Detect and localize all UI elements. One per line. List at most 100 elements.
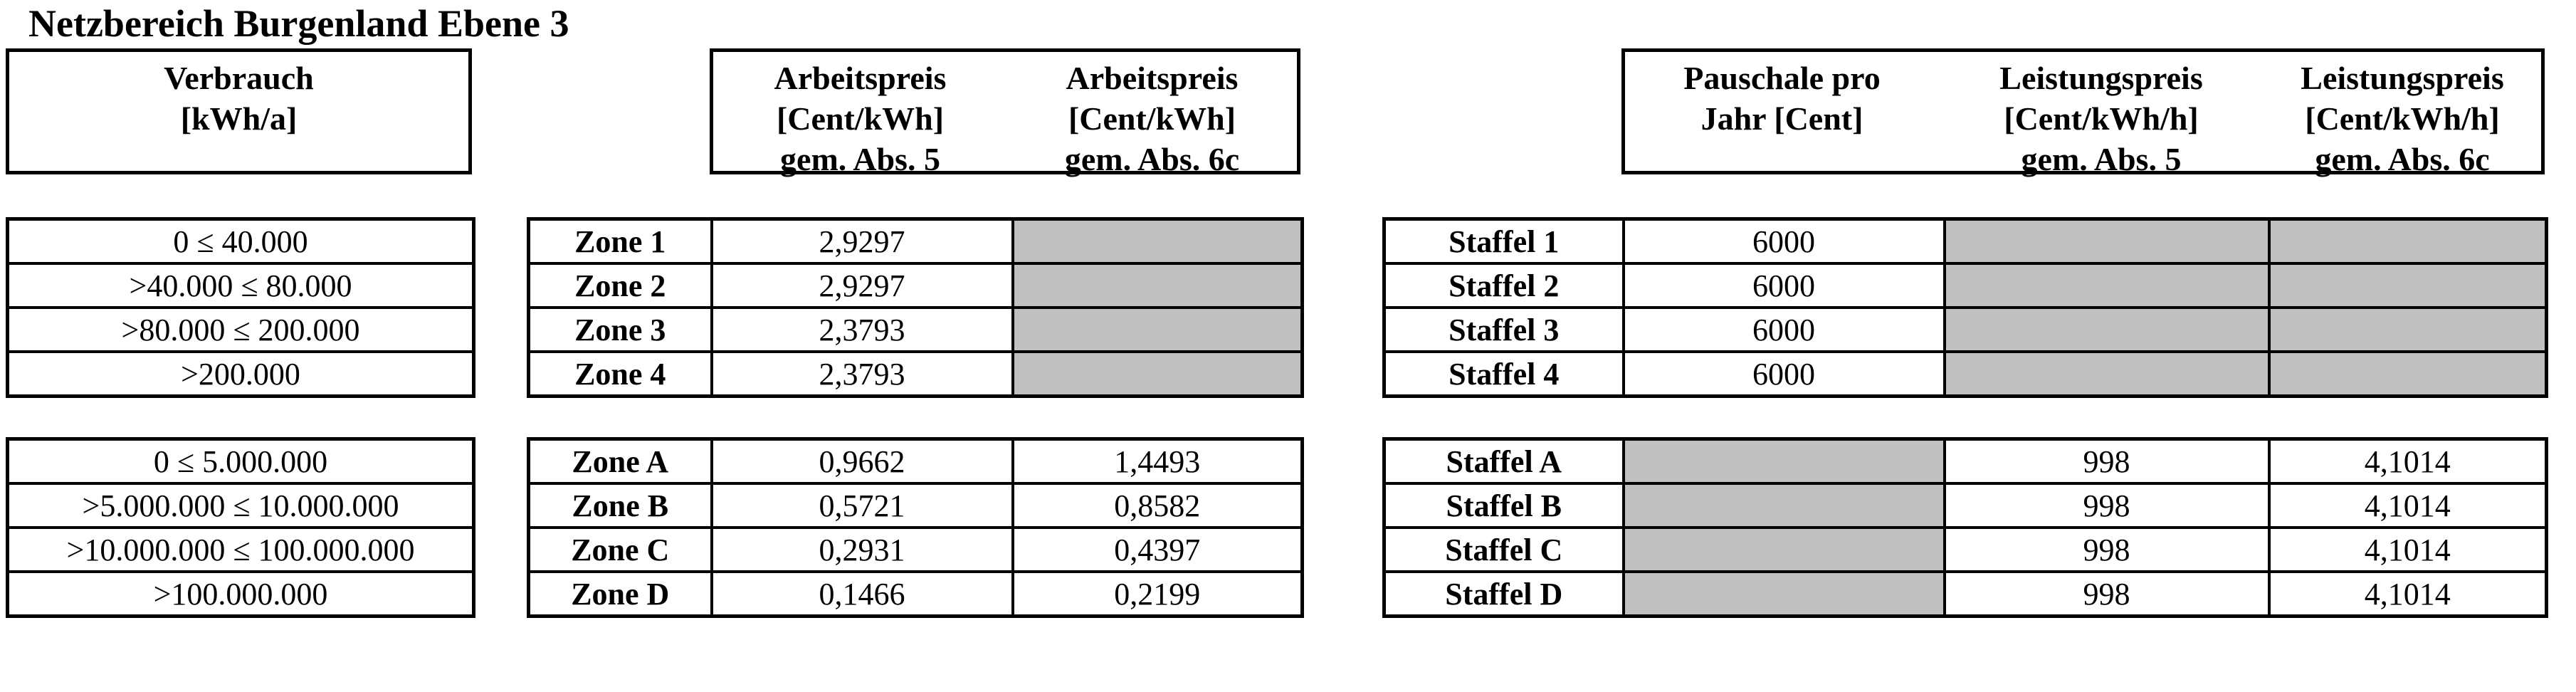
header-leistungspreis-abs5-line1: Leistungspreis <box>1999 60 2203 96</box>
table-row: Staffel D 998 4,1014 <box>1382 570 2548 618</box>
arbeitspreis-abs6c-value-disabled <box>1011 306 1304 353</box>
table-row: >40.000 ≤ 80.000 <box>6 262 475 309</box>
page-title: Netzbereich Burgenland Ebene 3 <box>28 2 569 45</box>
arbeitspreis-abs6c-value: 0,8582 <box>1011 482 1304 529</box>
zone-label: Zone D <box>527 570 713 618</box>
staffel-label: Staffel C <box>1382 526 1625 573</box>
table-row: 0 ≤ 40.000 <box>6 217 475 265</box>
pauschale-value-disabled <box>1621 526 1946 573</box>
verbrauch-range-cell: >10.000.000 ≤ 100.000.000 <box>6 526 475 573</box>
zone-label: Zone 2 <box>527 262 713 309</box>
arbeitspreis-abs5-value: 0,2931 <box>710 526 1014 573</box>
header-leistungspreis-abs6c-line2: [Cent/kWh/h] <box>2305 100 2500 137</box>
table-row: Zone 3 2,3793 <box>527 306 1304 353</box>
arbeitspreis-abs5-value: 2,3793 <box>710 350 1014 398</box>
table-row: >100.000.000 <box>6 570 475 618</box>
arbeitspreis-abs6c-value: 0,2199 <box>1011 570 1304 618</box>
zone-label: Zone C <box>527 526 713 573</box>
verbrauch-range-cell: >80.000 ≤ 200.000 <box>6 306 475 353</box>
table-row: Zone D 0,1466 0,2199 <box>527 570 1304 618</box>
table-row: >200.000 <box>6 350 475 398</box>
table-row: Staffel 4 6000 <box>1382 350 2548 398</box>
header-pauschale-line2: Jahr [Cent] <box>1700 100 1863 137</box>
table-row: >5.000.000 ≤ 10.000.000 <box>6 482 475 529</box>
header-arbeitspreis-abs6c: Arbeitspreis [Cent/kWh] gem. Abs. 6c <box>1007 52 1297 177</box>
zone-table-group2: Zone A 0,9662 1,4493 Zone B 0,5721 0,858… <box>527 437 1304 618</box>
header-arbeitspreis-abs5-line2: [Cent/kWh] <box>776 100 945 137</box>
table-row: Zone 2 2,9297 <box>527 262 1304 309</box>
leistungspreis-abs6c-value-disabled <box>2267 306 2548 353</box>
zone-label: Zone 1 <box>527 217 713 265</box>
header-arbeitspreis-abs6c-line2: [Cent/kWh] <box>1068 100 1236 137</box>
zone-label: Zone 4 <box>527 350 713 398</box>
zone-table-group1: Zone 1 2,9297 Zone 2 2,9297 Zone 3 2,379… <box>527 217 1304 398</box>
header-leistungspreis-abs5: Leistungspreis [Cent/kWh/h] gem. Abs. 5 <box>1939 52 2264 177</box>
verbrauch-table-group1: 0 ≤ 40.000 >40.000 ≤ 80.000 >80.000 ≤ 20… <box>6 217 475 398</box>
leistungspreis-abs6c-value: 4,1014 <box>2267 526 2548 573</box>
arbeitspreis-abs6c-value-disabled <box>1011 262 1304 309</box>
header-verbrauch-line1: Verbrauch <box>164 60 314 96</box>
header-pauschale: Pauschale pro Jahr [Cent] <box>1625 52 1939 171</box>
arbeitspreis-abs6c-value: 0,4397 <box>1011 526 1304 573</box>
header-leistungspreis-abs5-line3: gem. Abs. 5 <box>2021 141 2182 177</box>
table-row: Staffel 2 6000 <box>1382 262 2548 309</box>
staffel-label: Staffel 4 <box>1382 350 1625 398</box>
staffel-label: Staffel 3 <box>1382 306 1625 353</box>
table-row: Staffel 3 6000 <box>1382 306 2548 353</box>
pauschale-value-disabled <box>1621 437 1946 485</box>
header-arbeitspreis-abs5-line3: gem. Abs. 5 <box>780 141 940 177</box>
arbeitspreis-abs5-value: 2,9297 <box>710 217 1014 265</box>
header-verbrauch-line2: [kWh/a] <box>180 100 298 137</box>
table-row: >80.000 ≤ 200.000 <box>6 306 475 353</box>
arbeitspreis-abs5-value: 0,5721 <box>710 482 1014 529</box>
pauschale-value: 6000 <box>1621 217 1946 265</box>
header-verbrauch: Verbrauch [kWh/a] <box>9 52 468 171</box>
table-row: >10.000.000 ≤ 100.000.000 <box>6 526 475 573</box>
staffel-label: Staffel B <box>1382 482 1625 529</box>
arbeitspreis-abs5-value: 0,9662 <box>710 437 1014 485</box>
leistungspreis-abs6c-value: 4,1014 <box>2267 437 2548 485</box>
verbrauch-range-cell: >40.000 ≤ 80.000 <box>6 262 475 309</box>
header-leistungspreis-abs6c-line1: Leistungspreis <box>2301 60 2504 96</box>
header-box-verbrauch: Verbrauch [kWh/a] <box>6 48 472 174</box>
verbrauch-range-cell: >200.000 <box>6 350 475 398</box>
leistungspreis-abs6c-value-disabled <box>2267 262 2548 309</box>
zone-label: Zone B <box>527 482 713 529</box>
leistungspreis-abs6c-value: 4,1014 <box>2267 570 2548 618</box>
leistungspreis-abs5-value: 998 <box>1942 482 2271 529</box>
header-arbeitspreis-abs6c-line3: gem. Abs. 6c <box>1064 141 1240 177</box>
staffel-label: Staffel 1 <box>1382 217 1625 265</box>
leistungspreis-abs5-value-disabled <box>1942 350 2271 398</box>
table-row: Zone 4 2,3793 <box>527 350 1304 398</box>
leistungspreis-abs6c-value: 4,1014 <box>2267 482 2548 529</box>
table-row: Staffel 1 6000 <box>1382 217 2548 265</box>
staffel-label: Staffel 2 <box>1382 262 1625 309</box>
table-row: Staffel C 998 4,1014 <box>1382 526 2548 573</box>
leistungspreis-abs5-value: 998 <box>1942 437 2271 485</box>
verbrauch-table-group2: 0 ≤ 5.000.000 >5.000.000 ≤ 10.000.000 >1… <box>6 437 475 618</box>
leistungspreis-abs5-value-disabled <box>1942 306 2271 353</box>
verbrauch-range-cell: 0 ≤ 5.000.000 <box>6 437 475 485</box>
header-arbeitspreis-abs6c-line1: Arbeitspreis <box>1066 60 1239 96</box>
header-pauschale-line1: Pauschale pro <box>1683 60 1881 96</box>
arbeitspreis-abs5-value: 0,1466 <box>710 570 1014 618</box>
table-row: Zone A 0,9662 1,4493 <box>527 437 1304 485</box>
leistungspreis-abs5-value: 998 <box>1942 570 2271 618</box>
verbrauch-range-cell: >5.000.000 ≤ 10.000.000 <box>6 482 475 529</box>
header-leistungspreis-abs6c: Leistungspreis [Cent/kWh/h] gem. Abs. 6c <box>2264 52 2541 177</box>
arbeitspreis-abs6c-value-disabled <box>1011 217 1304 265</box>
header-arbeitspreis-abs5: Arbeitspreis [Cent/kWh] gem. Abs. 5 <box>713 52 1007 177</box>
table-row: Staffel B 998 4,1014 <box>1382 482 2548 529</box>
pauschale-value: 6000 <box>1621 262 1946 309</box>
table-row: Zone C 0,2931 0,4397 <box>527 526 1304 573</box>
leistungspreis-abs5-value-disabled <box>1942 217 2271 265</box>
verbrauch-range-cell: >100.000.000 <box>6 570 475 618</box>
leistungspreis-abs5-value: 998 <box>1942 526 2271 573</box>
zone-label: Zone 3 <box>527 306 713 353</box>
header-arbeitspreis-abs5-line1: Arbeitspreis <box>774 60 947 96</box>
table-row: Staffel A 998 4,1014 <box>1382 437 2548 485</box>
arbeitspreis-abs5-value: 2,3793 <box>710 306 1014 353</box>
leistungspreis-abs6c-value-disabled <box>2267 217 2548 265</box>
staffel-table-group1: Staffel 1 6000 Staffel 2 6000 Staffel 3 … <box>1382 217 2548 398</box>
